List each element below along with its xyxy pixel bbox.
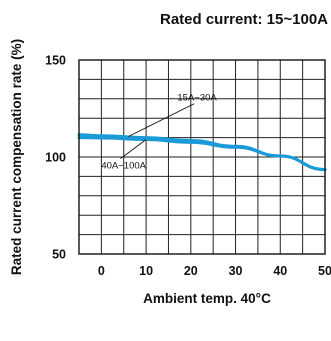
x-tick-label: 40 bbox=[273, 264, 287, 278]
annotation-layer: 15A~30A 40A~100A bbox=[101, 93, 217, 172]
chart-title: Rated current: 15~100A bbox=[160, 11, 328, 28]
x-tick-label: 30 bbox=[229, 264, 243, 278]
plot-frame bbox=[78, 59, 326, 255]
x-tick-label: 0 bbox=[98, 264, 105, 278]
series-layer bbox=[77, 133, 327, 172]
annotation-label-1: 15A~30A bbox=[177, 93, 217, 104]
x-axis-title: Ambient temp. 40°C bbox=[143, 291, 271, 306]
annotation-leader-2 bbox=[120, 139, 147, 160]
y-tick-labels: 50 100 150 bbox=[45, 54, 66, 262]
y-axis-title: Rated current compensation rate (%) bbox=[9, 39, 24, 275]
annotation-label-2: 40A~100A bbox=[101, 161, 146, 172]
annotation-leader-1 bbox=[127, 103, 195, 138]
y-tick-label: 50 bbox=[52, 248, 66, 262]
x-tick-labels: 0 10 20 30 40 50 bbox=[98, 264, 331, 278]
grid bbox=[79, 60, 325, 254]
y-tick-label: 100 bbox=[45, 151, 66, 165]
x-tick-label: 20 bbox=[184, 264, 198, 278]
series-line-2 bbox=[77, 133, 327, 172]
x-tick-label: 50 bbox=[318, 264, 331, 278]
y-tick-label: 150 bbox=[45, 54, 66, 68]
x-tick-label: 10 bbox=[139, 264, 153, 278]
